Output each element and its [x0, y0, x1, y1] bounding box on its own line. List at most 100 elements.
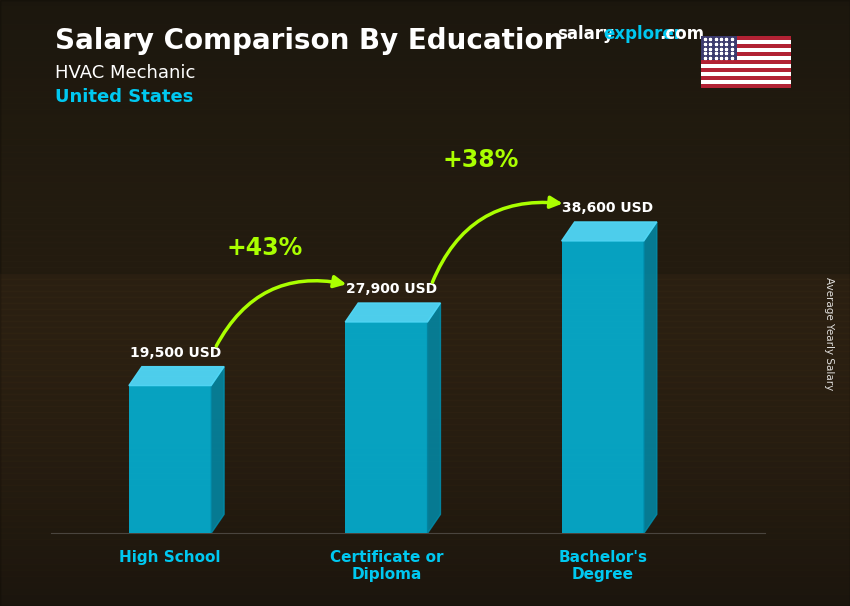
- Bar: [0, 164, 850, 170]
- Text: .com: .com: [660, 25, 705, 44]
- Bar: [0, 267, 850, 273]
- Bar: [0, 121, 850, 127]
- Bar: [0, 461, 850, 467]
- Bar: [0, 600, 850, 606]
- Bar: [701, 68, 791, 72]
- Bar: [0, 442, 850, 448]
- Bar: [0, 551, 850, 558]
- Bar: [0, 224, 850, 230]
- Bar: [701, 76, 791, 80]
- Bar: [0, 576, 850, 582]
- Bar: [701, 84, 791, 88]
- Bar: [0, 388, 850, 394]
- Bar: [0, 345, 850, 351]
- Bar: [0, 382, 850, 388]
- Bar: [0, 394, 850, 400]
- Bar: [0, 176, 850, 182]
- Bar: [0, 73, 850, 79]
- Bar: [0, 206, 850, 212]
- Bar: [0, 582, 850, 588]
- Bar: [0, 218, 850, 224]
- Bar: [0, 412, 850, 418]
- Bar: [0, 12, 850, 18]
- Bar: [701, 64, 791, 68]
- Bar: [0, 242, 850, 248]
- Text: HVAC Mechanic: HVAC Mechanic: [55, 64, 196, 82]
- Bar: [0, 194, 850, 200]
- Bar: [0, 509, 850, 515]
- Text: +38%: +38%: [443, 148, 519, 172]
- Bar: [0, 545, 850, 551]
- Bar: [129, 385, 211, 533]
- Bar: [0, 370, 850, 376]
- Bar: [0, 351, 850, 358]
- Bar: [0, 158, 850, 164]
- Bar: [0, 279, 850, 285]
- Bar: [0, 30, 850, 36]
- Bar: [0, 503, 850, 509]
- Bar: [0, 139, 850, 145]
- Bar: [0, 133, 850, 139]
- Bar: [701, 36, 737, 60]
- Bar: [0, 91, 850, 97]
- Bar: [345, 322, 428, 533]
- Text: +43%: +43%: [227, 236, 303, 261]
- Bar: [0, 48, 850, 55]
- Bar: [0, 364, 850, 370]
- Bar: [0, 491, 850, 497]
- Polygon shape: [562, 222, 657, 241]
- Bar: [0, 36, 850, 42]
- Bar: [0, 6, 850, 12]
- Bar: [0, 376, 850, 382]
- Bar: [0, 24, 850, 30]
- Bar: [0, 418, 850, 424]
- Bar: [0, 570, 850, 576]
- Bar: [0, 85, 850, 91]
- Bar: [0, 55, 850, 61]
- Polygon shape: [643, 222, 657, 533]
- Text: 38,600 USD: 38,600 USD: [563, 201, 654, 215]
- Bar: [0, 109, 850, 115]
- Bar: [0, 0, 850, 6]
- Bar: [0, 594, 850, 600]
- Bar: [0, 0, 850, 273]
- Bar: [0, 539, 850, 545]
- Text: 19,500 USD: 19,500 USD: [129, 346, 221, 360]
- Bar: [701, 48, 791, 52]
- Bar: [0, 430, 850, 436]
- Bar: [0, 230, 850, 236]
- Bar: [0, 303, 850, 309]
- Bar: [0, 97, 850, 103]
- Bar: [701, 60, 791, 64]
- Bar: [0, 479, 850, 485]
- Bar: [0, 285, 850, 291]
- Bar: [0, 485, 850, 491]
- Bar: [0, 67, 850, 73]
- Bar: [0, 61, 850, 67]
- Bar: [0, 255, 850, 261]
- Bar: [0, 358, 850, 364]
- Bar: [0, 42, 850, 48]
- Bar: [0, 588, 850, 594]
- Bar: [0, 200, 850, 206]
- Bar: [0, 297, 850, 303]
- Bar: [0, 115, 850, 121]
- Bar: [562, 241, 643, 533]
- Bar: [0, 236, 850, 242]
- Text: Average Yearly Salary: Average Yearly Salary: [824, 277, 834, 390]
- Bar: [0, 152, 850, 158]
- Bar: [0, 333, 850, 339]
- Bar: [701, 52, 791, 56]
- Polygon shape: [211, 367, 224, 533]
- Text: United States: United States: [55, 88, 194, 106]
- Bar: [0, 448, 850, 454]
- Bar: [0, 424, 850, 430]
- Text: explorer: explorer: [604, 25, 683, 44]
- Polygon shape: [345, 303, 440, 322]
- Polygon shape: [428, 303, 440, 533]
- Bar: [0, 454, 850, 461]
- Bar: [0, 400, 850, 406]
- Bar: [0, 103, 850, 109]
- Bar: [0, 515, 850, 521]
- Bar: [0, 521, 850, 527]
